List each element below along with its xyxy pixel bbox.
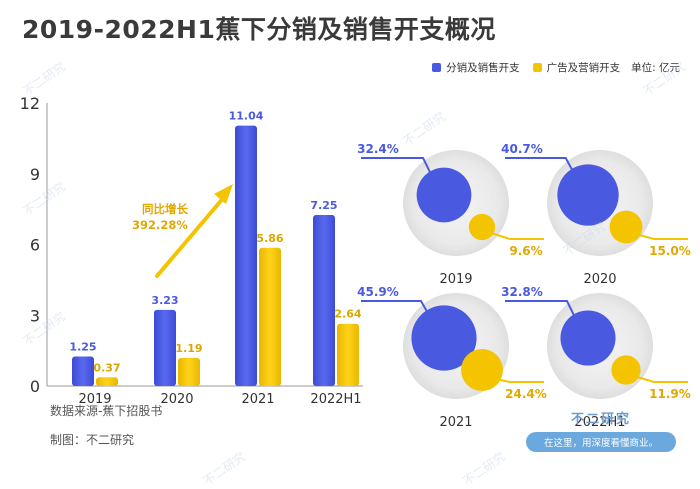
leader-distribution	[361, 157, 434, 180]
leader-advertising	[633, 374, 688, 383]
legend-swatch-advertising	[532, 63, 542, 72]
growth-label-line1: 同比增长	[142, 202, 188, 216]
bubble-label-distribution: 32.8%	[501, 285, 543, 299]
bar-advertising	[259, 247, 281, 386]
bubble-distribution	[560, 310, 616, 366]
bubble-year-label: 2019	[439, 272, 472, 287]
growth-arrow-head	[214, 184, 233, 204]
data-label-advertising: 5.86	[256, 232, 283, 245]
bubble-advertising	[611, 355, 641, 385]
x-tick-label: 2021	[241, 392, 274, 407]
data-label-distribution: 1.25	[69, 341, 96, 354]
data-label-distribution: 11.04	[229, 110, 264, 123]
brand-slogan: 在这里，用深度看懂商业。	[526, 432, 676, 452]
legend-unit: 单位: 亿元	[631, 62, 680, 74]
bubble-label-distribution: 45.9%	[357, 285, 399, 299]
bubble-label-distribution: 32.4%	[357, 142, 399, 156]
brand-name: 不二研究	[570, 412, 631, 427]
bubble-advertising	[461, 349, 503, 391]
leader-advertising	[633, 232, 688, 240]
leader-advertising	[492, 377, 544, 383]
bubble-year-label: 2020	[583, 272, 616, 287]
chart-title: 2019-2022H1蕉下分销及销售开支概况	[22, 15, 496, 44]
bubble-advertising	[468, 213, 496, 241]
data-source: 数据来源-蕉下招股书	[50, 404, 163, 418]
data-label-distribution: 3.23	[151, 294, 178, 307]
leader-distribution	[361, 300, 432, 319]
y-tick-label: 9	[30, 165, 40, 184]
y-tick-label: 0	[30, 377, 40, 396]
data-label-advertising: 1.19	[175, 342, 202, 355]
x-tick-label: 2020	[160, 392, 193, 407]
bubble-label-advertising: 9.6%	[509, 244, 542, 258]
bubble-distribution	[557, 164, 619, 226]
bubble-year-label: 2022H1	[574, 415, 625, 430]
leader-distribution	[505, 157, 577, 178]
bar-distribution	[313, 215, 335, 386]
growth-arrow-shaft	[155, 194, 227, 278]
bubble-advertising	[609, 210, 643, 244]
data-label-distribution: 7.25	[310, 199, 337, 212]
legend-swatch-distribution	[432, 63, 442, 72]
bar-advertising	[178, 357, 200, 386]
bar-distribution	[235, 125, 257, 386]
data-label-advertising: 0.37	[93, 361, 120, 374]
leader-advertising	[488, 231, 544, 240]
x-tick-label: 2022H1	[310, 392, 361, 407]
bubble-label-advertising: 11.9%	[649, 387, 691, 401]
bubble-distribution	[416, 167, 472, 223]
bubble-year-label: 2021	[439, 415, 472, 430]
bubble-label-advertising: 15.0%	[649, 244, 691, 258]
legend-label-distribution: 分销及销售开支	[446, 62, 520, 74]
bubble-label-distribution: 40.7%	[501, 142, 543, 156]
brand-block: 不二研究 在这里，用深度看懂商业。	[526, 408, 676, 452]
chart-maker: 制图：不二研究	[50, 433, 135, 447]
bar-distribution	[72, 356, 94, 386]
legend: 分销及销售开支 广告及营销开支 单位: 亿元	[432, 60, 680, 75]
bar-distribution	[154, 309, 176, 386]
data-label-advertising: 2.64	[334, 308, 361, 321]
x-tick-label: 2019	[78, 392, 111, 407]
y-tick-label: 3	[30, 306, 40, 325]
bubble-label-advertising: 24.4%	[505, 387, 547, 401]
growth-label-line2: 392.28%	[132, 218, 188, 232]
y-tick-label: 6	[30, 236, 40, 255]
bar-advertising	[337, 323, 359, 386]
legend-label-advertising: 广告及营销开支	[546, 62, 621, 74]
bubble-distribution	[411, 305, 477, 371]
bar-advertising	[96, 377, 118, 386]
leader-distribution	[505, 300, 578, 322]
y-tick-label: 12	[20, 94, 40, 113]
